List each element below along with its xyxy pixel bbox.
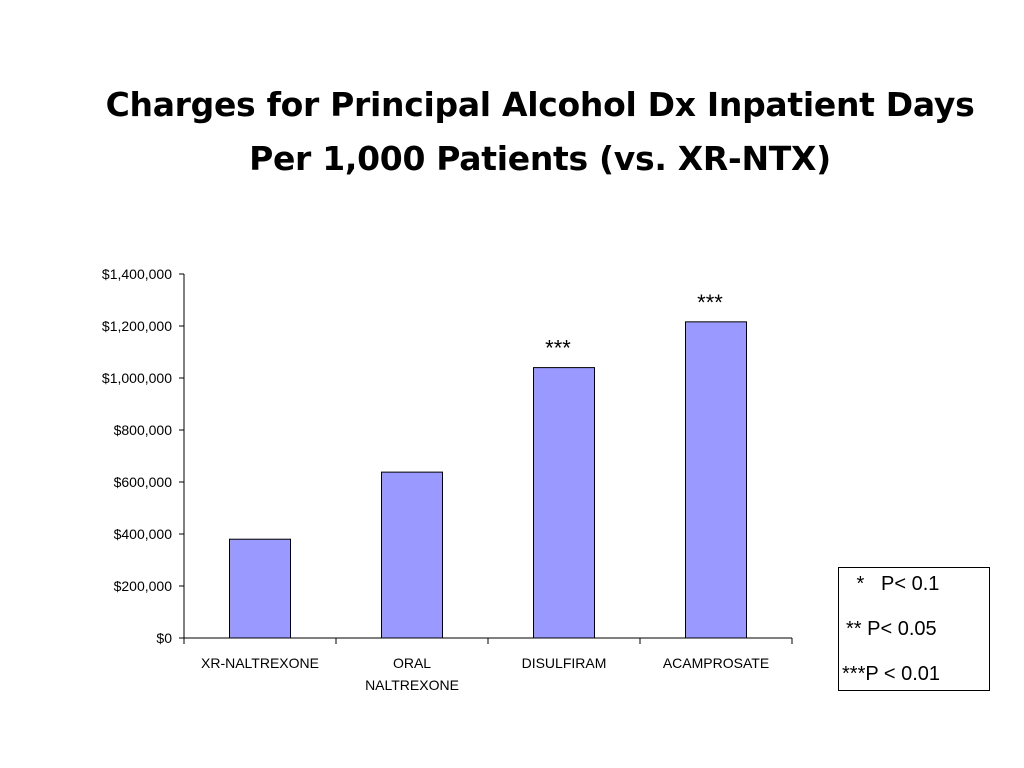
x-tick-label: ORAL [393, 655, 431, 671]
title-line-2: Per 1,000 Patients (vs. XR-NTX) [249, 139, 831, 178]
legend-line-p01: * P< 0.1 [851, 573, 940, 595]
bar [229, 538, 291, 639]
x-tick-label: NALTREXONE [365, 677, 459, 693]
y-tick-label: $800,000 [114, 422, 173, 438]
y-tick-label: $200,000 [114, 578, 173, 594]
y-tick-label: $1,000,000 [102, 370, 172, 386]
slide-title: Charges for Principal Alcohol Dx Inpatie… [60, 78, 1020, 186]
significance-marker: *** [545, 336, 571, 361]
bar [381, 471, 443, 639]
y-tick-label: $400,000 [114, 526, 173, 542]
y-tick-label: $1,400,000 [102, 266, 172, 282]
x-tick-label: ACAMPROSATE [663, 655, 769, 671]
significance-legend: * P< 0.1 ** P< 0.05 ***P < 0.01 [838, 567, 990, 691]
y-tick-label: $0 [156, 630, 172, 646]
bar [533, 367, 595, 639]
legend-line-p005: ** P< 0.05 [846, 618, 937, 640]
bar [685, 321, 747, 639]
significance-marker: *** [697, 290, 723, 315]
y-tick-label: $1,200,000 [102, 318, 172, 334]
title-line-1: Charges for Principal Alcohol Dx Inpatie… [105, 85, 975, 124]
legend-line-p001: ***P < 0.01 [842, 663, 941, 685]
x-tick-label: DISULFIRAM [522, 655, 607, 671]
y-tick-label: $600,000 [114, 474, 173, 490]
x-tick-label: XR-NALTREXONE [201, 655, 319, 671]
